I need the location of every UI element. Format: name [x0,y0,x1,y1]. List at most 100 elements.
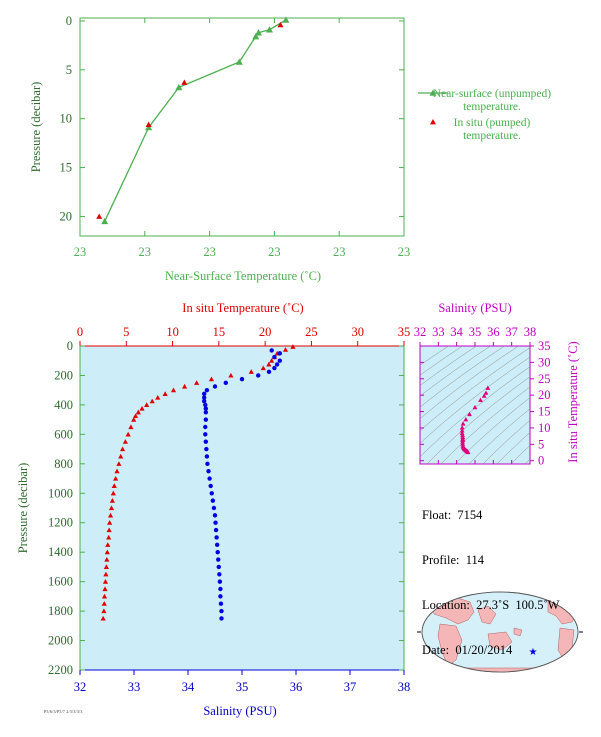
ts-salinity-axis: 32 33 34 35 36 37 38 [414,325,536,464]
pressure-tick-label: 2200 [48,663,73,677]
temperature-point [135,409,141,415]
density-contour [420,366,530,458]
ts-temperature-tick-label: 35 [538,339,551,353]
salinity-point [239,376,245,382]
pressure-tick-label: 800 [54,457,73,471]
salinity-point [203,424,208,430]
legend-unpumped-label: Near-surface (unpumped) [433,88,551,100]
density-contour [426,376,530,464]
salinity-point [266,369,272,374]
salinity-point [203,439,209,444]
profile-y-label: Pressure (decibar) [16,463,30,554]
near-surface-x-tick-label: 23 [203,245,216,259]
map-outline [421,591,579,673]
ts-temperature-tick-label: 25 [538,372,551,386]
salinity-tick-label: 36 [290,680,303,694]
pressure-tick-label: 400 [54,398,73,412]
near-surface-x-tick-label: 23 [139,245,152,259]
temperature-point [111,483,117,488]
ts-point [460,439,465,444]
temperature-point [102,586,108,592]
salinity-point [218,601,224,606]
legend-pumped-label-2: temperature. [463,130,521,142]
pressure-tick-label: 1400 [48,545,73,559]
salinity-point [217,579,223,584]
temperature-tick-label: 5 [123,325,129,339]
ts-temperature-tick-label: 5 [538,437,544,451]
ts-salinity-label: Salinity (PSU) [438,301,511,315]
temperature-point [106,534,112,540]
ts-point [465,449,471,455]
salinity-point [208,483,213,489]
ts-temperature-tick-label: 10 [538,421,551,435]
temperature-point [144,402,150,407]
profile-chart: 0200400600800100012001400160018002000220… [16,301,410,718]
density-contour [420,346,491,397]
near-surface-y-tick-label: 0 [66,14,72,28]
temperature-point [101,601,107,606]
pumped-point [277,21,284,28]
ts-point [481,393,487,398]
temperature-point [116,461,122,466]
salinity-point [202,399,207,404]
temperature-point [108,505,115,511]
ts-point [459,430,465,436]
temperature-tick-label: 0 [77,325,83,339]
near-surface-y-tick-label: 5 [66,63,72,77]
temperature-point [248,369,254,374]
ts-point [460,432,465,438]
temperature-axis-label: In situ Temperature (˚C) [182,301,303,315]
temperature-point [139,405,145,411]
temperature-point [128,424,134,430]
salinity-point [215,549,220,555]
temperature-point [269,358,275,363]
salinity-point [223,380,228,386]
salinity-tick-label: 35 [236,680,249,694]
ts-point [459,425,465,430]
near-surface-chart: 0 5 10 15 20 23 23 23 23 23 23 Pressure (decibar)… [29,14,551,283]
salinity-point [269,348,274,353]
temperature-point [119,446,126,452]
profile-number: Profile: 114 [422,553,485,567]
temperature-point [107,520,113,525]
temperature-tick-label: 10 [166,325,179,339]
salinity-point [203,402,208,408]
ts-salinity-tick-label: 33 [432,325,445,339]
ts-salinity-tick-label: 37 [505,325,518,339]
density-contour [496,432,530,464]
float-info: Float: 7154 Profile: 114 Location: 27.3˚… [422,478,559,688]
density-contour [510,444,530,464]
pressure-tick-label: 1800 [48,604,73,618]
unpumped-point [282,16,290,23]
ts-point [460,441,466,446]
temperature-point [290,344,296,349]
ts-diagram: 32 33 34 35 36 37 38 0 5 10 15 20 25 30 35 Salinity (… [414,301,580,468]
near-surface-y-tick-label: 10 [60,112,73,126]
salinity-profile [202,348,282,621]
salinity-point [219,608,224,614]
ts-temperature-tick-label: 30 [538,355,551,369]
salinity-axis-label: Salinity (PSU) [203,704,276,718]
salinity-point [202,395,207,400]
unpumped-point [254,29,262,36]
near-surface-x-label: Near-Surface Temperature (˚C) [165,269,321,283]
salinity-tick-label: 32 [74,680,87,694]
temperature-point [149,398,155,404]
ts-point [463,417,469,422]
salinity-point [203,410,209,415]
ts-temperature-tick-label: 15 [538,405,551,419]
density-contour [468,408,530,464]
salinity-tick-label: 37 [344,680,357,694]
temperature-point [106,527,112,533]
salinity-point [211,505,217,511]
salinity-point [204,446,209,452]
float-location: Location: 27.3˚S 100.5˚W [422,598,560,612]
float-id: Float: 7154 [422,508,483,522]
pressure-axis: 0 200 400 600 800 1000 1200 1400 1600 1800 2000 220… [48,339,404,677]
near-surface-plot-area [79,17,405,237]
pressure-tick-label: 1600 [48,575,73,589]
density-contour [454,397,530,464]
temperature-point [107,512,114,518]
ts-salinity-tick-label: 36 [487,325,500,339]
near-surface-x-tick-label: 23 [398,245,411,259]
